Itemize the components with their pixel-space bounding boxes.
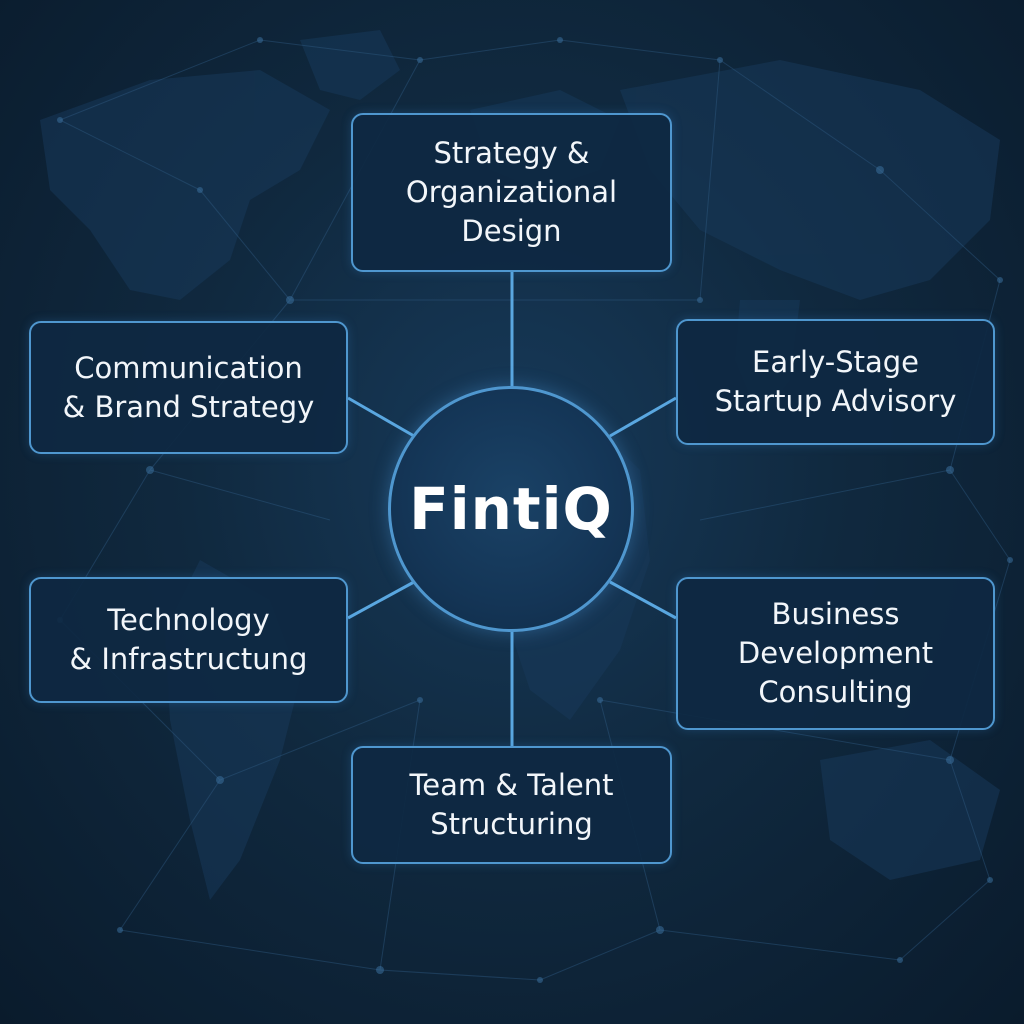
- node-label: Team & Talent Structuring: [409, 768, 614, 841]
- connector-upper-left: [347, 396, 415, 438]
- node-technology-infrastructure: Technology & Infrastructung: [29, 577, 348, 703]
- node-label: Strategy & Organizational Design: [405, 136, 618, 248]
- node-team-talent-structuring: Team & Talent Structuring: [351, 746, 672, 864]
- hub-circle: FintiQ: [388, 386, 634, 632]
- node-label: Business Development Consulting: [737, 597, 934, 709]
- node-business-development-consulting: Business Development Consulting: [676, 577, 995, 730]
- node-label: Communication & Brand Strategy: [62, 350, 315, 424]
- hub-label: FintiQ: [409, 475, 613, 543]
- node-label: Technology & Infrastructung: [69, 603, 308, 676]
- connector-lower-right: [609, 580, 677, 620]
- connector-lower-left: [347, 580, 415, 620]
- connector-upper-right: [609, 396, 677, 438]
- node-early-stage-startup-advisory: Early-Stage Startup Advisory: [676, 319, 995, 445]
- node-communication-brand-strategy: Communication & Brand Strategy: [29, 321, 348, 454]
- node-strategy-organizational-design: Strategy & Organizational Design: [351, 113, 672, 272]
- node-label: Early-Stage Startup Advisory: [714, 345, 957, 418]
